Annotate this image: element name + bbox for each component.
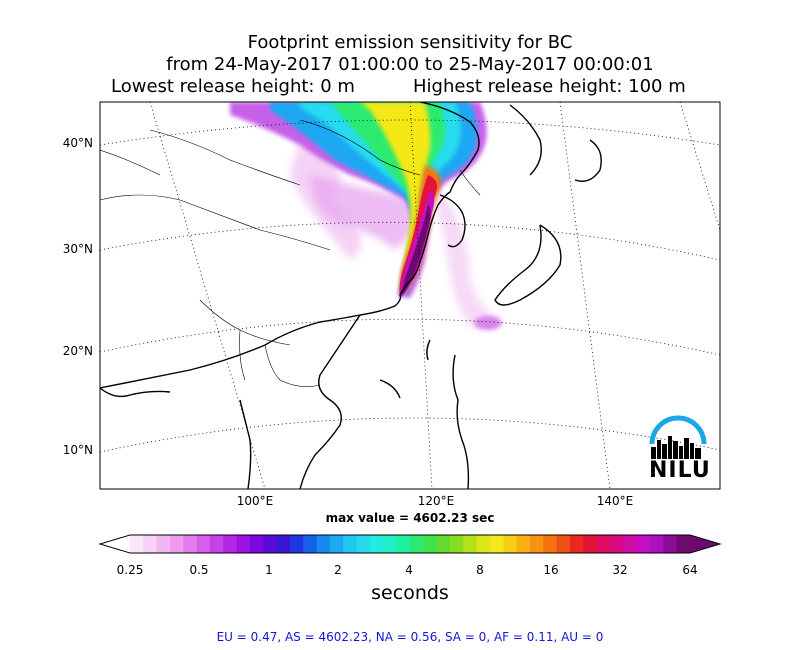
colorbar-tick: 0.5 [189,563,209,577]
colorbar-segment [530,535,544,553]
lat-label-10n: 10°N [62,443,93,457]
colorbar-tick: 16 [543,563,559,577]
colorbar-segment [570,535,584,553]
lon-label-120e: 120°E [417,494,455,508]
colorbar-segment [316,535,331,553]
nilu-logo-text: NILU [649,458,711,483]
colorbar-segment [450,535,464,553]
colorbar-segment [663,535,678,553]
colorbar-segment [410,535,424,553]
colorbar-extend-low [100,535,130,553]
sensitivity-plume [230,102,502,330]
colorbar [98,534,722,554]
colorbar-segment [676,535,691,553]
colorbar-segment [396,535,411,553]
colorbar-segment [596,535,611,553]
colorbar-unit-label: seconds [371,582,449,604]
highest-release-height: Highest release height: 100 m [413,76,686,97]
region-summary-footer: EU = 0.47, AS = 4602.23, NA = 0.56, SA =… [216,630,604,644]
colorbar-segment [463,535,478,553]
colorbar-segment [210,535,224,553]
colorbar-tick: 0.25 [116,563,144,577]
colorbar-segment [583,535,598,553]
colorbar-segment [490,535,504,553]
nilu-logo-icon [649,415,707,459]
colorbar-segment [423,535,438,553]
colorbar-tick: 32 [612,563,628,577]
max-value-label: max value = 4602.23 sec [325,511,495,525]
colorbar-segment [236,535,251,553]
lat-label-40n: 40°N [62,136,93,150]
lat-label-20n: 20°N [62,344,93,358]
colorbar-segment [263,535,278,553]
colorbar-segment [543,535,558,553]
colorbar-segment [436,535,451,553]
colorbar-segment [250,535,264,553]
colorbar-segment [156,535,171,553]
colorbar-segment [196,535,211,553]
colorbar-segment [303,535,318,553]
colorbar-segment [290,535,304,553]
colorbar-segment [343,535,358,553]
colorbar-segment [503,535,518,553]
colorbar-segment [370,535,384,553]
lon-label-140e: 140°E [596,494,634,508]
colorbar-extend-high [690,535,720,553]
colorbar-segment [170,535,184,553]
coastlines [100,102,602,489]
graticule [100,102,720,489]
chart-title: Footprint emission sensitivity for BC [247,32,573,53]
colorbar-segment [383,535,398,553]
lowest-release-height: Lowest release height: 0 m [111,76,355,97]
colorbar-tick: 2 [334,563,342,577]
colorbar-segment [476,535,491,553]
colorbar-tick: 8 [476,563,484,577]
colorbar-segment [356,535,371,553]
colorbar-segment [516,535,531,553]
colorbar-tick: 64 [682,563,698,577]
colorbar-outline [98,534,722,554]
map-frame [99,101,721,490]
colorbar-segment [610,535,624,553]
chart-subtitle-period: from 24-May-2017 01:00:00 to 25-May-2017… [166,54,654,75]
colorbar-segment [143,535,158,553]
colorbar-segment [636,535,651,553]
colorbar-segment [650,535,664,553]
colorbar-segment [556,535,571,553]
colorbar-segment [183,535,198,553]
colorbar-segment [276,535,291,553]
colorbar-segment [330,535,344,553]
map-area [100,102,720,489]
country-borders [100,119,481,387]
colorbar-segment [130,535,144,553]
lon-label-100e: 100°E [236,494,274,508]
colorbar-tick: 1 [265,563,273,577]
lat-label-30n: 30°N [62,242,93,256]
colorbar-segment [223,535,238,553]
colorbar-tick: 4 [405,563,413,577]
colorbar-segment [623,535,638,553]
